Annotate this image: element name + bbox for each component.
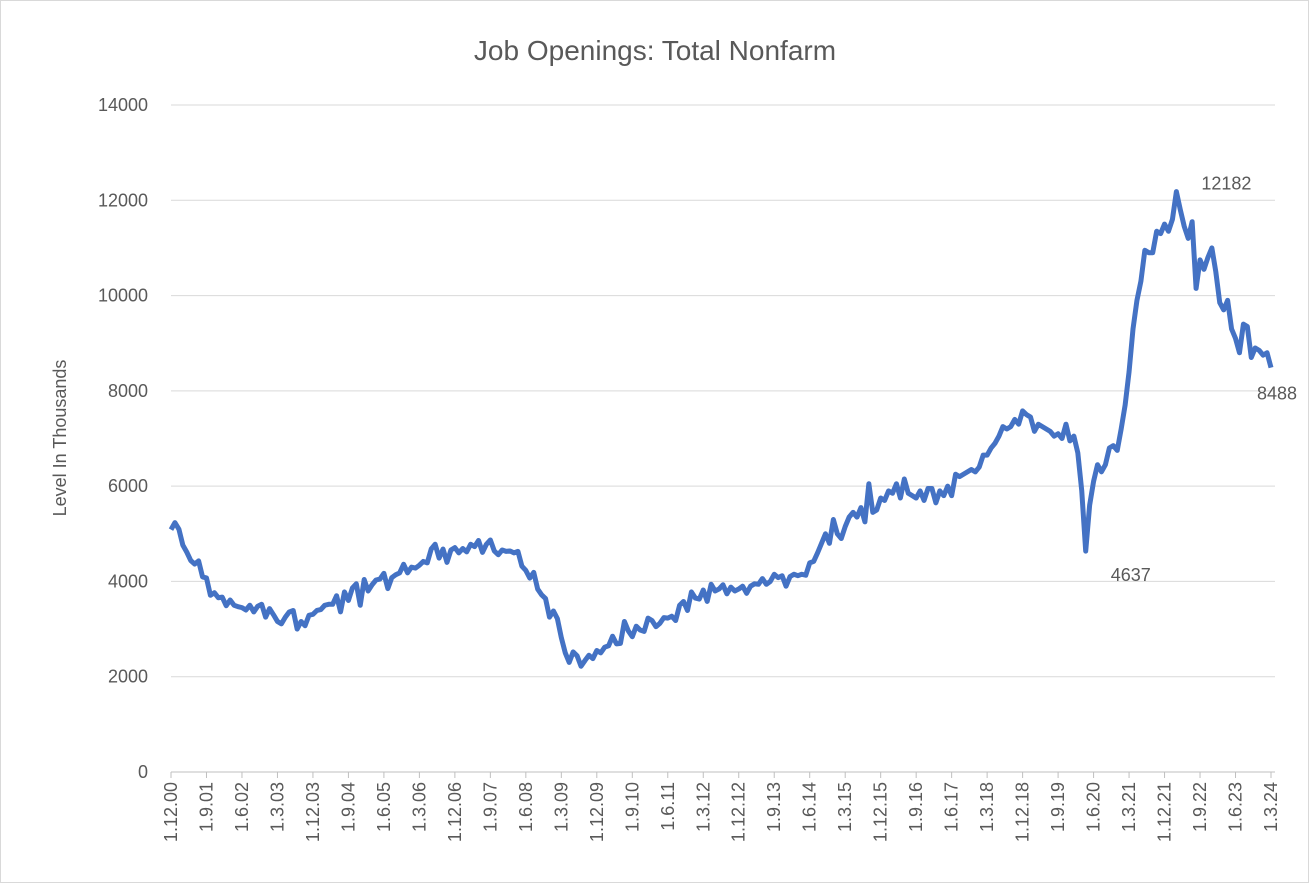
x-tick-label: 1.9.07 bbox=[480, 782, 500, 832]
data-line bbox=[168, 189, 1274, 669]
y-tick-label: 8000 bbox=[108, 381, 148, 401]
x-tick-label: 1.9.22 bbox=[1190, 782, 1210, 832]
x-tick-label: 1.12.03 bbox=[303, 782, 323, 842]
x-tick-label: 1.9.04 bbox=[338, 782, 358, 832]
y-tick-label: 4000 bbox=[108, 571, 148, 591]
x-tick-label: 1.9.01 bbox=[196, 782, 216, 832]
x-tick-label: 1.12.00 bbox=[161, 782, 181, 842]
x-tick-label: 1.9.13 bbox=[764, 782, 784, 832]
y-tick-label: 12000 bbox=[98, 190, 148, 210]
y-tick-label: 10000 bbox=[98, 286, 148, 306]
x-tick-label: 1.12.06 bbox=[445, 782, 465, 842]
x-tick-label: 1.6.20 bbox=[1084, 782, 1104, 832]
x-tick-label: 1.6.14 bbox=[800, 782, 820, 832]
y-tick-label: 2000 bbox=[108, 667, 148, 687]
x-tick-label: 1.12.12 bbox=[729, 782, 749, 842]
x-tick-label: 1.6.23 bbox=[1226, 782, 1246, 832]
x-tick-label: 1.6.08 bbox=[516, 782, 536, 832]
x-tick-label: 1.6.11 bbox=[658, 782, 678, 831]
y-tick-label: 0 bbox=[138, 762, 148, 782]
x-tick-label: 1.3.21 bbox=[1119, 782, 1139, 832]
chart-title: Job Openings: Total Nonfarm bbox=[474, 35, 836, 66]
y-axis-title: Level In Thousands bbox=[50, 360, 70, 517]
x-tick-label: 1.12.21 bbox=[1155, 782, 1175, 842]
x-tick-label: 1.9.10 bbox=[622, 782, 642, 832]
x-tick-label: 1.9.16 bbox=[906, 782, 926, 832]
x-tick-label: 1.3.03 bbox=[267, 782, 287, 832]
x-tick-label: 1.12.09 bbox=[587, 782, 607, 842]
x-tick-label: 1.3.24 bbox=[1261, 782, 1281, 832]
x-tick-label: 1.12.15 bbox=[871, 782, 891, 842]
data-label: 4637 bbox=[1111, 565, 1151, 585]
x-tick-label: 1.6.17 bbox=[942, 782, 962, 832]
x-tick-label: 1.6.05 bbox=[374, 782, 394, 832]
x-tick-label: 1.6.02 bbox=[232, 782, 252, 832]
data-label: 12182 bbox=[1201, 174, 1251, 194]
x-tick-label: 1.3.09 bbox=[551, 782, 571, 832]
x-tick-label: 1.3.18 bbox=[977, 782, 997, 832]
x-tick-label: 1.12.18 bbox=[1013, 782, 1033, 842]
y-tick-label: 6000 bbox=[108, 476, 148, 496]
x-tick-label: 1.3.15 bbox=[835, 782, 855, 832]
y-tick-label: 14000 bbox=[98, 95, 148, 115]
x-tick-label: 1.3.06 bbox=[409, 782, 429, 832]
data-label: 8488 bbox=[1257, 384, 1297, 404]
x-tick-label: 1.9.19 bbox=[1048, 782, 1068, 832]
x-tick-label: 1.3.12 bbox=[693, 782, 713, 832]
